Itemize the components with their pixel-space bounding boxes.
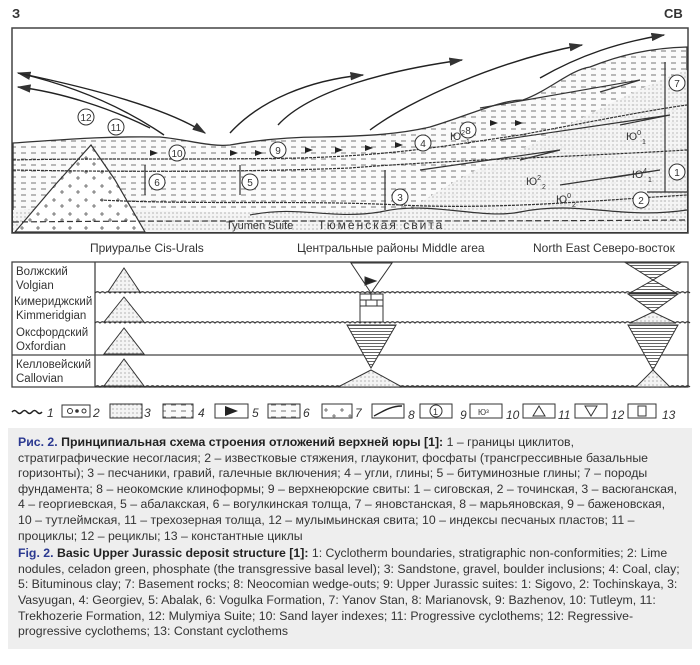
legend-item-bituminous-clay: 5 bbox=[214, 403, 259, 420]
northeast-direction-label: СВ bbox=[664, 6, 683, 21]
suite-marker-1: 1 bbox=[668, 163, 686, 181]
middle-area-cyclothems bbox=[337, 262, 403, 388]
stage-en: Volgian bbox=[16, 280, 54, 292]
legend-item-constant: 13 bbox=[627, 403, 676, 422]
legend-item-boundary: 1 bbox=[11, 406, 54, 420]
svg-text:1: 1 bbox=[674, 168, 680, 179]
caption-title-ru: Принципиальная схема строения отложений … bbox=[61, 435, 444, 449]
svg-text:10: 10 bbox=[506, 408, 520, 422]
tyumen-suite-label-en: Tyumen Suite bbox=[226, 220, 293, 232]
stage-row-oxfordian: Оксфордский Oxfordian bbox=[16, 327, 88, 353]
suite-marker-10: 10 bbox=[168, 144, 186, 162]
caption-body-en: 1: Cyclotherm boundaries, stratigraphic … bbox=[18, 546, 680, 639]
region-north-east: North East Северо-восток bbox=[533, 241, 676, 255]
svg-text:8: 8 bbox=[408, 408, 415, 422]
stage-ru: Волжский bbox=[16, 266, 68, 278]
legend-item-shale: 6 bbox=[267, 403, 310, 420]
sandstone-wedges bbox=[380, 70, 687, 232]
figure-number-en: Fig. 2. bbox=[18, 546, 54, 561]
stage-en: Kimmeridgian bbox=[16, 310, 86, 322]
region-cis-urals: Приуралье Cis-Urals bbox=[90, 241, 204, 255]
basement-granite bbox=[13, 144, 147, 233]
legend-item-clinoform: 8 bbox=[371, 403, 415, 422]
bituminous-markers bbox=[150, 120, 523, 156]
cyclite-boundaries bbox=[12, 62, 688, 223]
svg-text:11: 11 bbox=[558, 408, 570, 422]
legend-item-progressive: 11 bbox=[522, 403, 570, 422]
stage-ru: Кимериджский bbox=[14, 296, 92, 308]
svg-text:13: 13 bbox=[662, 408, 676, 422]
svg-text:7: 7 bbox=[674, 79, 680, 90]
svg-text:5: 5 bbox=[252, 406, 259, 420]
svg-text:9: 9 bbox=[460, 408, 467, 422]
svg-text:9: 9 bbox=[275, 146, 281, 157]
svg-text:1: 1 bbox=[433, 407, 438, 417]
stage-en: Callovian bbox=[16, 373, 63, 385]
suite-marker-2: 2 bbox=[632, 191, 650, 209]
svg-text:10: 10 bbox=[171, 149, 183, 160]
legend-item-regressive: 12 bbox=[574, 403, 625, 422]
stage-ru: Келловейский bbox=[16, 359, 91, 371]
suite-marker-11: 11 bbox=[107, 118, 125, 136]
west-direction-label: З bbox=[12, 6, 20, 21]
tyumen-suite-layer bbox=[13, 208, 687, 232]
svg-text:12: 12 bbox=[611, 408, 625, 422]
stage-row-callovian: Келловейский Callovian bbox=[16, 359, 91, 385]
svg-text:7: 7 bbox=[355, 406, 363, 420]
figure-number-ru: Рис. 2. bbox=[18, 435, 58, 449]
caption-russian: Рис. 2. Принципиальная схема строения от… bbox=[18, 435, 682, 544]
svg-text:6: 6 bbox=[154, 178, 160, 189]
suite-marker-12: 12 bbox=[77, 108, 95, 126]
stage-ru: Оксфордский bbox=[16, 327, 88, 339]
caption-english: Fig. 2. Basic Upper Jurassic deposit str… bbox=[18, 546, 682, 640]
legend-item-sand-index: Ю³ 10 bbox=[469, 403, 520, 422]
stage-row-volgian: Волжский Volgian bbox=[16, 266, 68, 292]
svg-text:11: 11 bbox=[111, 123, 122, 134]
legend-item-sandstone: 3 bbox=[109, 403, 151, 420]
svg-text:2: 2 bbox=[638, 196, 644, 207]
suite-marker-3: 3 bbox=[391, 188, 409, 206]
caption-title-en: Basic Upper Jurassic deposit structure [… bbox=[56, 546, 309, 561]
legend-item-nodules: 2 bbox=[61, 404, 100, 420]
suite-marker-7: 7 bbox=[668, 74, 686, 92]
svg-text:1: 1 bbox=[47, 406, 54, 420]
svg-text:8: 8 bbox=[465, 126, 471, 137]
svg-text:4: 4 bbox=[420, 139, 426, 150]
svg-text:3: 3 bbox=[144, 406, 151, 420]
cis-urals-progressive-cyclothems bbox=[102, 267, 146, 387]
svg-text:Ю³: Ю³ bbox=[478, 408, 489, 417]
svg-text:3: 3 bbox=[397, 193, 403, 204]
clinoform-arrows bbox=[16, 32, 666, 136]
suite-marker-8: 8 bbox=[459, 121, 477, 139]
north-east-regressive-progressive-cyclothems bbox=[624, 262, 682, 388]
figure-caption: Рис. 2. Принципиальная схема строения от… bbox=[8, 428, 692, 649]
svg-text:12: 12 bbox=[80, 113, 92, 124]
legend-item-coal-clay: 4 bbox=[162, 403, 205, 420]
svg-text:6: 6 bbox=[303, 406, 310, 420]
stage-row-kimmeridgian: Кимериджский Kimmeridgian bbox=[14, 296, 92, 322]
suite-marker-9: 9 bbox=[269, 141, 287, 159]
region-middle-area: Центральные районы Middle area bbox=[297, 241, 485, 255]
svg-text:5: 5 bbox=[247, 178, 253, 189]
suite-marker-6: 6 bbox=[148, 173, 166, 191]
caption-body-ru: 1 – границы циклитов, стратиграфические … bbox=[18, 435, 678, 543]
stage-en: Oxfordian bbox=[16, 341, 66, 353]
suite-marker-4: 4 bbox=[414, 134, 432, 152]
tyumen-suite-label-ru: Тюменская свита bbox=[318, 218, 444, 232]
stage-table: Волжский Volgian Кимериджский Kimmeridgi… bbox=[11, 261, 691, 388]
legend-item-basement: 7 bbox=[321, 403, 363, 420]
suite-marker-5: 5 bbox=[241, 173, 259, 191]
svg-text:2: 2 bbox=[92, 406, 100, 420]
svg-text:4: 4 bbox=[198, 406, 205, 420]
